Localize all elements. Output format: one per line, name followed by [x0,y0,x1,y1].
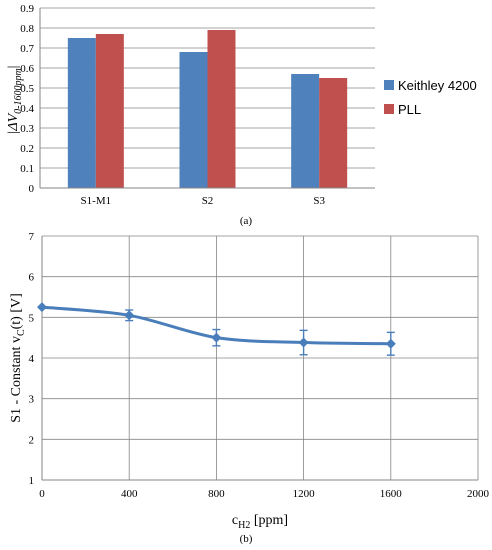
bar-chart-legend: Keithley 4200 PLL [384,78,477,117]
bar-S1-M1-PLL [95,34,124,188]
bar-S2-PLL [207,30,236,188]
line-chart-y-tick: 5 [29,312,35,324]
bar-chart-y-axis-label: |ΔV0-1600ppm| [6,66,24,135]
bar-chart-x-tick: S3 [313,195,325,207]
data-point-marker [385,338,396,349]
line-chart: 1 2 3 4 5 6 7 0 400 800 1200 1600 2000 S1 - Constan… [9,231,490,545]
bar-chart-y-tick: 0.6 [20,63,34,75]
legend-label-0: Keithley 4200 [398,78,477,93]
bar-chart-bars [67,30,348,188]
line-chart-y-tick: 3 [29,394,35,406]
bar-chart-y-tick: 0.7 [20,43,34,55]
legend-swatch-1 [384,104,394,114]
bar-chart-y-tick: 0.4 [20,103,34,115]
bar-chart-y-tick: 0.2 [20,143,34,155]
bar-chart-y-tick: 0.9 [20,3,34,15]
data-point-marker [124,310,135,321]
bar-S3-PLL [319,78,348,188]
line-chart-x-tick: 2000 [467,488,490,500]
legend-label-1: PLL [398,102,421,117]
line-chart-y-tick: 7 [29,231,35,243]
line-chart-x-tick-labels: 0 400 800 1200 1600 2000 [39,488,489,500]
line-chart-caption: (b) [240,533,253,545]
line-chart-y-tick: 6 [29,272,35,284]
bar-S2-Keithley-4200 [179,52,208,188]
line-chart-x-tick: 1600 [380,488,403,500]
legend-swatch-0 [384,80,394,90]
line-chart-series [37,302,396,356]
bar-chart-y-tick-labels: 0 0.1 0.2 0.3 0.4 0.5 0.6 0.7 0.8 0.9 [20,3,34,195]
bar-S3-Keithley-4200 [291,74,320,188]
bar-chart-caption: (a) [240,215,253,227]
bar-chart-x-tick-labels: S1-M1 S2 S3 [81,195,326,207]
line-chart-y-tick: 1 [29,475,35,487]
line-chart-y-tick: 2 [29,434,35,446]
line-chart-x-tick: 0 [39,488,45,500]
line-chart-x-tick: 400 [121,488,138,500]
data-point-marker [37,302,47,313]
bar-chart-y-tick: 0.5 [20,83,34,95]
bar-chart-y-tick: 0.1 [20,163,34,175]
bar-chart-y-tick: 0 [29,183,35,195]
line-chart-y-axis-label: S1 - Constant vC(t) [V] [9,293,27,423]
bar-chart: 0 0.1 0.2 0.3 0.4 0.5 0.6 0.7 0.8 0.9 S1-M1 S2 S3 |… [6,3,477,227]
line-chart-x-axis-label: cH2 [ppm] [232,513,288,531]
line-chart-y-tick-labels: 1 2 3 4 5 6 7 [29,231,35,487]
line-chart-gridlines [42,235,479,480]
bar-chart-x-tick: S1-M1 [81,195,112,207]
bar-chart-x-tick: S2 [202,195,214,207]
data-point-marker [211,332,222,343]
line-chart-x-tick: 800 [208,488,225,500]
data-point-marker [298,337,309,348]
line-chart-y-tick: 4 [29,353,35,365]
bar-S1-M1-Keithley-4200 [67,38,96,188]
bar-chart-y-tick: 0.8 [20,23,34,35]
bar-chart-y-tick: 0.3 [20,123,34,135]
line-chart-x-tick: 1200 [293,488,316,500]
